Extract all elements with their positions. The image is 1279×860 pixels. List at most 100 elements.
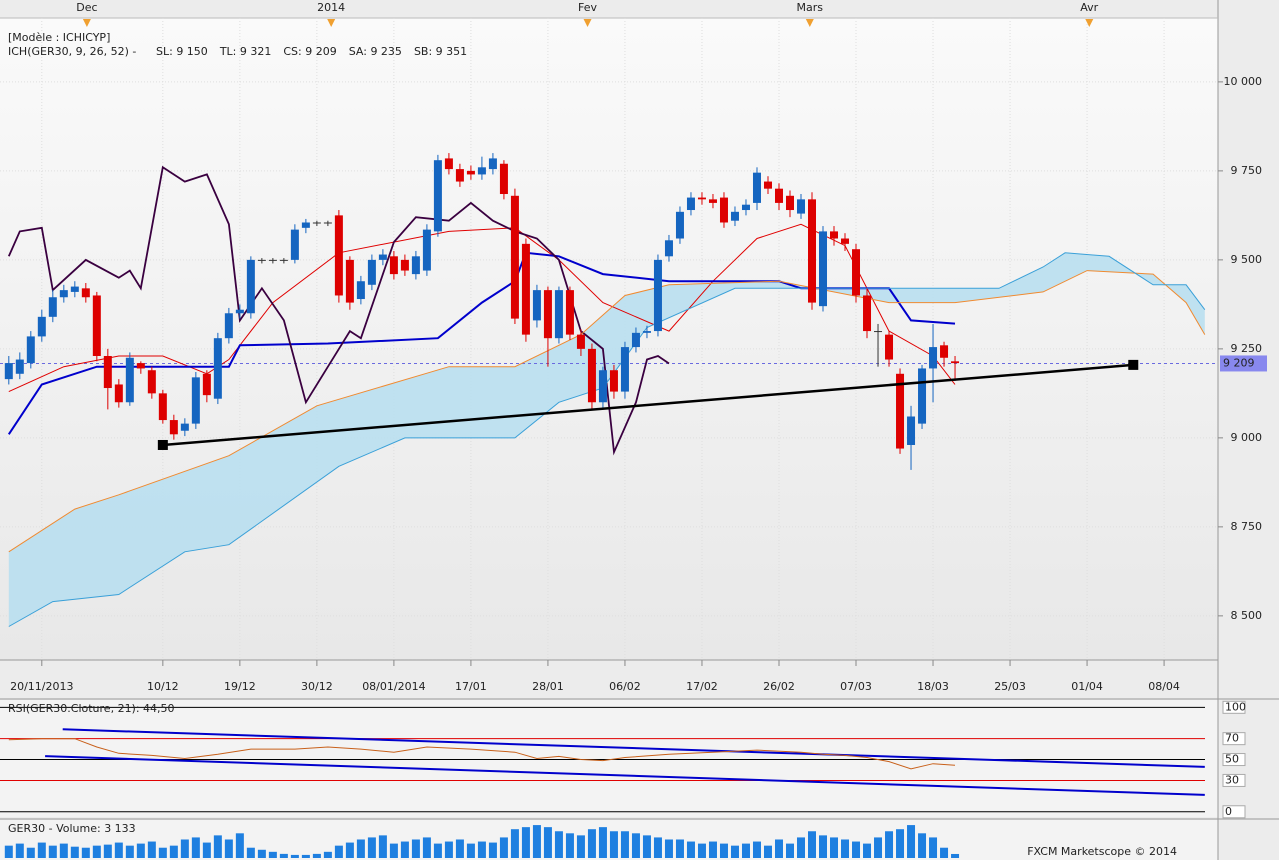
candle-body xyxy=(830,231,839,239)
volume-bar xyxy=(543,827,552,858)
volume-bar xyxy=(664,839,673,858)
volume-bar xyxy=(642,835,651,858)
x-tick-label: 10/12 xyxy=(147,680,179,693)
y-tick-label: 0 xyxy=(1225,805,1232,818)
period-marker xyxy=(583,19,592,27)
volume-bar xyxy=(488,842,497,858)
volume-bar xyxy=(378,835,387,858)
y-tick-label: 9 000 xyxy=(1231,431,1263,444)
volume-bar xyxy=(587,829,596,858)
period-label: Mars xyxy=(797,1,824,14)
volume-bar xyxy=(345,842,354,858)
volume-bar xyxy=(136,843,145,858)
y-tick-label: 30 xyxy=(1225,773,1239,786)
candle-body xyxy=(543,290,552,339)
y-tick-label: 8 750 xyxy=(1231,520,1263,533)
volume-bar xyxy=(907,825,916,858)
candle-body xyxy=(499,163,508,195)
candle-body xyxy=(620,347,629,392)
candle-body xyxy=(752,172,761,203)
rsi-line xyxy=(8,738,956,770)
volume-bar xyxy=(158,847,167,858)
volume-bar xyxy=(896,829,905,858)
candle-body xyxy=(918,368,927,424)
volume-bar xyxy=(235,833,244,858)
volume-bar xyxy=(951,853,960,858)
tick-box xyxy=(1222,805,1246,819)
rsi-trendline xyxy=(62,728,1205,768)
candle-body xyxy=(103,355,112,389)
candle-body xyxy=(345,259,354,303)
candle-body xyxy=(675,211,684,239)
volume-bar xyxy=(708,841,717,858)
volume-bar xyxy=(631,833,640,858)
candle-body xyxy=(422,229,431,271)
volume-bar xyxy=(785,843,794,858)
candle-body xyxy=(532,290,541,321)
candle-body xyxy=(863,295,872,332)
candle-body xyxy=(852,249,861,296)
candle-body xyxy=(940,345,949,358)
candle-body xyxy=(26,336,35,364)
volume-bar xyxy=(26,847,35,858)
volume-bar xyxy=(48,845,57,858)
volume-bar xyxy=(444,841,453,858)
x-tick-label: 07/03 xyxy=(840,680,872,693)
volume-bar xyxy=(59,843,68,858)
candle-body xyxy=(455,169,464,182)
volume-bar xyxy=(697,843,706,858)
volume-bar xyxy=(268,851,277,858)
volume-bar xyxy=(874,837,883,858)
volume-bar xyxy=(455,839,464,858)
candle-body xyxy=(785,195,794,211)
volume-bar xyxy=(290,854,299,858)
candle-body xyxy=(400,259,409,271)
candle-body xyxy=(554,290,563,339)
candle-body xyxy=(158,393,167,421)
volume-bar xyxy=(477,841,486,858)
candle-body xyxy=(81,288,90,298)
indicator-line xyxy=(7,165,670,456)
candle-body xyxy=(92,295,101,356)
volume-bar xyxy=(37,842,46,858)
volume-bar xyxy=(929,837,938,858)
volume-bar xyxy=(92,845,101,858)
candle-body xyxy=(808,199,816,303)
candle-body xyxy=(774,188,783,203)
volume-bar xyxy=(400,841,409,858)
x-tick-label: 01/04 xyxy=(1071,680,1103,693)
candle-body xyxy=(334,215,343,296)
candle-body xyxy=(841,238,850,244)
y-tick-label: 9 250 xyxy=(1231,342,1263,355)
volume-bar xyxy=(940,847,949,858)
period-label: Fev xyxy=(578,1,597,14)
candle-body xyxy=(59,290,68,298)
y-tick-label: 9 500 xyxy=(1231,253,1263,266)
y-tick-label: 10 000 xyxy=(1224,75,1263,88)
candle-body xyxy=(279,259,288,261)
volume-bar xyxy=(103,844,112,858)
volume-bar xyxy=(334,845,343,858)
candle-body xyxy=(378,254,387,260)
candle-body xyxy=(389,256,398,275)
tick-box xyxy=(1222,700,1246,714)
candle-body xyxy=(719,197,728,223)
legend-entry: TL: 9 321 xyxy=(219,45,272,58)
candle-body xyxy=(15,359,24,374)
candle-body xyxy=(136,363,145,369)
volume-bar xyxy=(213,835,222,858)
candle-body xyxy=(169,420,178,435)
volume-bar xyxy=(323,851,332,858)
volume-bar xyxy=(81,847,90,858)
candle-body xyxy=(565,290,574,335)
volume-bar xyxy=(312,853,321,858)
rsi-panel xyxy=(0,700,1218,817)
trendline-handle xyxy=(1128,359,1139,370)
period-label: Avr xyxy=(1080,1,1098,14)
indicator-line xyxy=(8,270,1206,553)
rsi-trendline xyxy=(45,755,1205,796)
volume-bar xyxy=(125,845,134,858)
volume-bar xyxy=(224,839,233,858)
candle-body xyxy=(609,370,618,392)
candle-body xyxy=(763,181,772,189)
